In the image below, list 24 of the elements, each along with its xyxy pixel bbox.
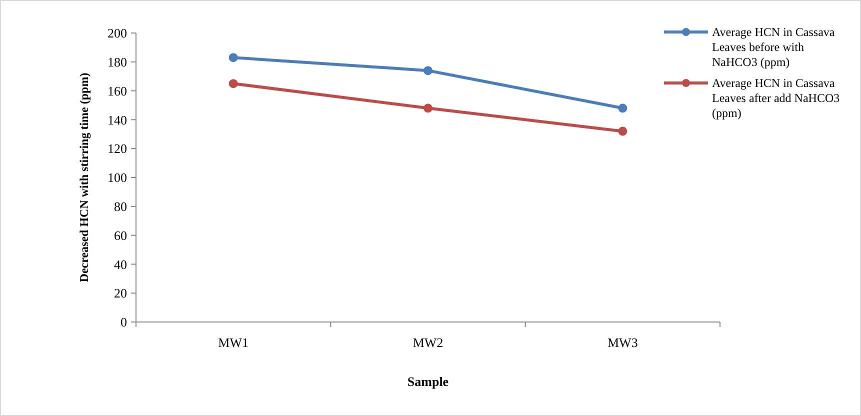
x-tick-label: MW1 (218, 335, 249, 350)
y-tick-label: 0 (120, 314, 127, 330)
y-tick-label: 200 (108, 26, 127, 41)
x-tick-label: MW2 (412, 335, 444, 350)
y-tick-label: 80 (114, 198, 127, 214)
legend-label: Average HCN in Cassava Leaves before with NaHCO3 (ppm) (712, 25, 836, 69)
point (228, 79, 238, 88)
x-axis-title: Sample (407, 374, 449, 389)
y-axis-title: Decreased HCN with stirring time (ppm) (77, 72, 91, 282)
y-tick-label: 60 (114, 228, 127, 243)
y-tick-label: 140 (108, 112, 127, 128)
point (618, 104, 628, 113)
point (228, 53, 238, 62)
point (424, 66, 432, 76)
y-tick-label: 160 (108, 83, 127, 98)
x-tick-label: MW3 (607, 335, 638, 350)
y-tick-label: 20 (114, 286, 127, 301)
point (618, 126, 628, 136)
y-tick-label: 120 (108, 141, 127, 156)
point (424, 104, 432, 113)
y-tick-label: 40 (114, 256, 127, 272)
y-tick-label: 100 (108, 170, 127, 186)
legend-label: Average HCN in Cassava Leaves after add NaHCO3 (ppm) (712, 76, 840, 120)
y-tick-label: 180 (108, 54, 127, 70)
